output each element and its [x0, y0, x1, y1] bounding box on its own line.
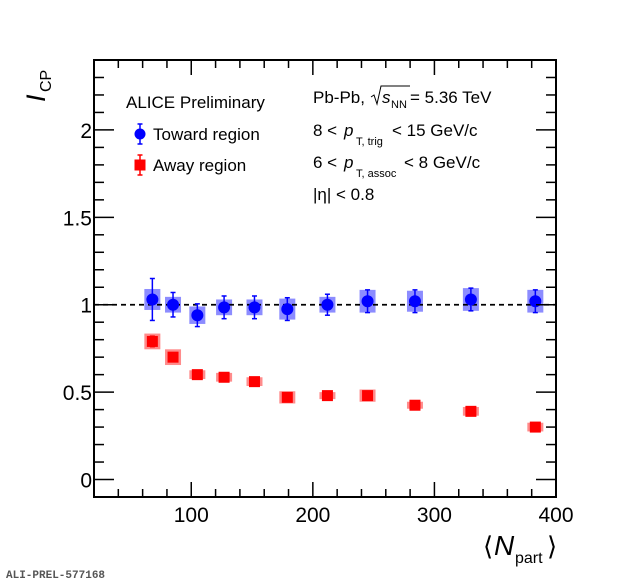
toward-data-point: [464, 293, 477, 306]
legend-away-marker: [134, 159, 146, 171]
data-points: [146, 277, 542, 433]
toward-data-point: [361, 295, 374, 308]
annotation-collision-energy: Pb-Pb,: [313, 88, 365, 107]
annotation-pt-trig-sub: T, trig: [356, 136, 383, 148]
annotation-pt-assoc-pre: 6 <: [313, 153, 337, 172]
x-axis-title-main: N: [494, 530, 515, 561]
x-tick-label: 200: [295, 504, 330, 527]
toward-data-point: [167, 298, 180, 311]
away-data-point: [362, 390, 374, 402]
x-axis-title-sub: part: [515, 550, 543, 567]
away-data-point: [167, 351, 179, 363]
annotations: Pb-Pb, s NN = 5.36 TeV 8 < p T, trig < 1…: [313, 85, 492, 204]
toward-data-point: [146, 293, 159, 306]
toward-data-point: [321, 298, 334, 311]
away-data-point: [409, 399, 421, 411]
preliminary-id-watermark: ALI-PREL-577168: [6, 570, 106, 582]
annotation-eta-range: |η| < 0.8: [313, 185, 374, 204]
y-axis-title-main: I: [21, 94, 51, 102]
axis-labels: I CP ⟨ N part ⟩: [21, 70, 557, 567]
sqrt-sign: [370, 85, 410, 106]
annotation-pt-assoc-post: < 8 GeV/c: [404, 153, 481, 172]
away-data-point: [191, 369, 203, 381]
legend: ALICE Preliminary Toward region Away reg…: [126, 93, 265, 176]
toward-data-point: [191, 309, 204, 322]
away-data-point: [281, 391, 293, 403]
plot-frame: [93, 59, 557, 498]
annotation-energy-value: = 5.36 TeV: [410, 88, 492, 107]
x-axis-title: ⟨ N part ⟩: [483, 530, 557, 567]
legend-entry-away: Away region: [134, 154, 246, 176]
away-data-point: [218, 371, 230, 383]
annotation-sqrt-s: s: [382, 88, 391, 107]
legend-toward-marker: [134, 128, 146, 140]
toward-data-point: [408, 295, 421, 308]
away-data-point: [321, 390, 333, 402]
y-tick-label: 0: [80, 470, 92, 493]
away-data-point: [465, 405, 477, 417]
legend-toward-label: Toward region: [153, 125, 260, 144]
annotation-pt-trig-var: p: [343, 121, 353, 140]
x-axis-bracket-left: ⟨: [483, 532, 493, 562]
y-tick-label: 0.5: [63, 382, 92, 405]
annotation-pt-trig-post: < 15 GeV/c: [392, 121, 478, 140]
y-tick-label: 1.5: [63, 207, 92, 230]
x-axis-bracket-right: ⟩: [547, 532, 557, 562]
away-data-point: [529, 421, 541, 433]
y-tick-label: 2: [80, 120, 92, 143]
axes: 100 200 300 400 0 0.5 1 1.5 2: [63, 59, 574, 527]
annotation-pt-assoc-sub: T, assoc: [356, 168, 397, 180]
toward-data-point: [248, 301, 261, 314]
y-axis-title-sub: CP: [38, 70, 55, 92]
away-data-point: [146, 335, 158, 347]
annotation-sqrt-sub: NN: [391, 99, 407, 111]
sqrt-symbol: [370, 85, 410, 106]
toward-data-point: [218, 301, 231, 314]
x-tick-label: 400: [538, 504, 573, 527]
annotation-system: Pb-Pb,: [313, 88, 365, 107]
legend-entry-toward: Toward region: [134, 123, 260, 145]
away-data-point: [248, 376, 260, 388]
legend-header: ALICE Preliminary: [126, 93, 265, 112]
y-tick-label: 1: [80, 295, 92, 318]
toward-data-point: [281, 303, 294, 316]
legend-away-label: Away region: [153, 156, 246, 175]
systematic-boxes: [144, 288, 544, 432]
x-tick-label: 100: [174, 504, 209, 527]
annotation-pt-assoc-var: p: [343, 153, 353, 172]
y-axis-title: I CP: [21, 70, 55, 102]
x-tick-label: 300: [417, 504, 452, 527]
annotation-pt-trig-pre: 8 <: [313, 121, 337, 140]
